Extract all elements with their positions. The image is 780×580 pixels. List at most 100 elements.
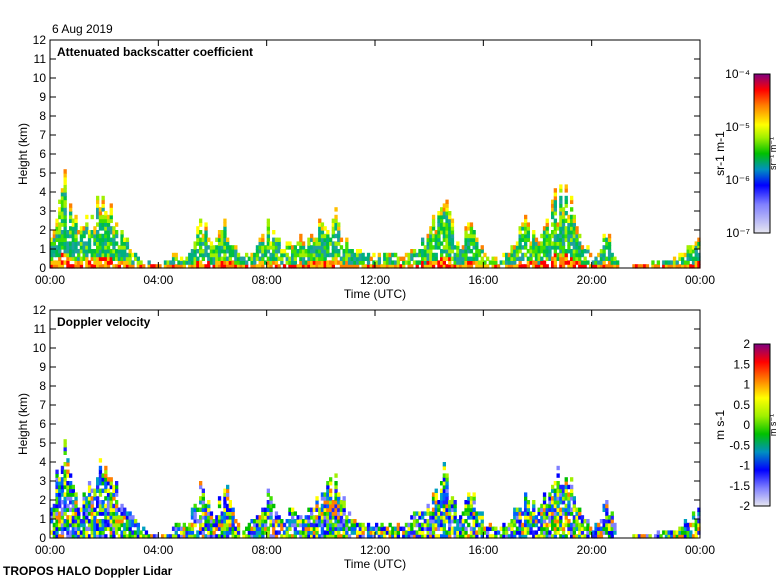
y-tick-label: 9 [39,90,46,104]
heatmap-cell [63,450,67,455]
heatmap-cell [109,522,113,528]
heatmap-cell [318,226,322,231]
heatmap-cell [553,207,557,212]
heatmap-cell [82,233,86,239]
heatmap-cell [123,245,127,250]
heatmap-cell [96,256,100,261]
heatmap-cell [320,492,325,497]
heatmap-cell [212,264,216,269]
heatmap-cell [578,241,582,246]
heatmap-cell [353,264,357,269]
heatmap-cell [226,260,230,265]
heatmap-cell [60,522,65,528]
heatmap-cell [656,534,660,539]
heatmap-cell [681,256,685,261]
heatmap-cell [171,534,176,539]
heatmap-cell [548,519,552,524]
heatmap-cell [388,252,392,258]
heatmap-cell [350,519,354,524]
heatmap-cell [364,264,368,269]
heatmap-cell [440,522,444,528]
heatmap-cell [578,511,582,516]
heatmap-cell [199,252,203,258]
heatmap-cell [532,522,536,528]
heatmap-cell [570,522,574,528]
heatmap-cell [607,245,612,250]
heatmap-cell [602,260,606,265]
heatmap-cell [556,245,560,250]
heatmap-cell [223,522,227,528]
heatmap-cell [461,534,465,539]
heatmap-cell [551,515,555,520]
heatmap-cell [66,507,70,512]
heatmap-cell [551,222,555,227]
heatmap-cell [551,241,555,246]
heatmap-cell [645,534,650,539]
heatmap-cell [580,245,585,250]
heatmap-cell [540,260,544,265]
heatmap-cell [215,264,219,269]
heatmap-cell [282,530,287,535]
heatmap-cell [345,526,349,531]
heatmap-cell [274,530,279,535]
heatmap-cell [245,260,249,265]
heatmap-cell [101,218,105,223]
heatmap-cell [456,522,460,528]
heatmap-cell [63,484,67,490]
heatmap-cell [96,199,100,204]
heatmap-cell [66,458,70,463]
heatmap-cell [602,237,606,242]
heatmap-cell [578,256,582,261]
heatmap-cell [564,233,568,239]
heatmap-cell [166,534,170,539]
heatmap-cell [404,530,409,535]
heatmap-cell [464,503,468,509]
heatmap-cell [52,233,56,239]
heatmap-cell [69,241,73,246]
heatmap-cell [255,534,260,539]
heatmap-cell [117,260,121,265]
heatmap-cell [613,526,617,531]
heatmap-cell [442,530,446,535]
heatmap-cell [106,241,111,246]
heatmap-cell [686,260,690,265]
heatmap-cell [236,260,241,265]
heatmap-cell [264,245,268,250]
heatmap-cell [605,507,609,512]
x-tick-label: 00:00 [685,543,715,557]
heatmap-cell [532,237,536,242]
heatmap-cell [358,260,362,265]
heatmap-cell [559,256,563,261]
heatmap-cell [467,256,471,261]
heatmap-cell [223,264,227,269]
heatmap-cell [515,530,520,535]
heatmap-cell [567,249,571,254]
heatmap-cell [521,530,525,535]
heatmap-cell [434,230,438,235]
heatmap-cell [98,522,103,528]
heatmap-cell [567,484,571,490]
heatmap-cell [299,233,303,239]
heatmap-cell [85,230,89,235]
heatmap-cell [337,252,341,258]
heatmap-cell [90,233,94,239]
heatmap-cell [694,526,698,531]
heatmap-cell [342,260,346,265]
heatmap-cell [82,241,86,246]
heatmap-cell [548,233,552,239]
heatmap-cell [334,245,338,250]
heatmap-cell [277,264,281,269]
heatmap-cell [98,241,103,246]
heatmap-cell [672,530,677,535]
heatmap-cell [231,245,235,250]
heatmap-cell [681,534,685,539]
heatmap-cell [212,249,216,254]
heatmap-cell [223,252,227,258]
heatmap-cell [318,515,322,520]
heatmap-cell [207,264,211,269]
heatmap-cell [285,526,289,531]
heatmap-cell [437,534,441,539]
heatmap-cell [334,530,338,535]
heatmap-cell [513,522,517,528]
heatmap-cell [52,511,56,516]
